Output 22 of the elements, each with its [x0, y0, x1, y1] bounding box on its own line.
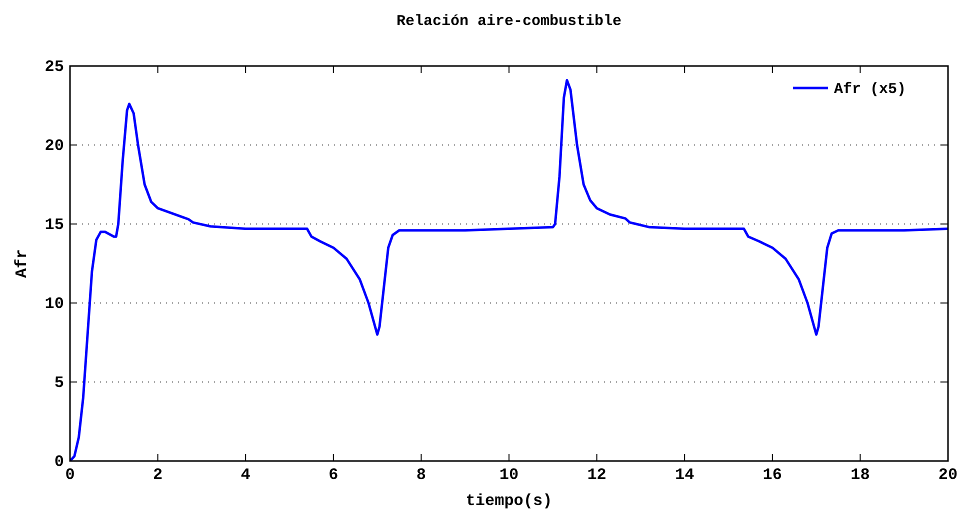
- x-tick-label: 12: [587, 466, 606, 484]
- x-tick-label: 6: [328, 466, 338, 484]
- x-tick-label: 10: [499, 466, 519, 484]
- x-tick-label: 4: [240, 466, 251, 484]
- y-tick-label: 25: [44, 58, 64, 76]
- x-tick-label: 14: [675, 466, 695, 484]
- x-tick-label: 8: [416, 466, 426, 484]
- legend-label: Afr (x5): [834, 81, 906, 98]
- x-tick-label: 0: [65, 466, 75, 484]
- y-tick-label: 5: [54, 374, 64, 392]
- y-tick-label: 0: [54, 453, 64, 471]
- line-series: [70, 78, 948, 461]
- chart-title: Relación aire-combustible: [396, 13, 622, 30]
- x-tick-label: 18: [850, 466, 870, 484]
- y-axis-title: Afr: [13, 249, 31, 278]
- y-tick-label: 15: [44, 216, 64, 234]
- x-tick-label: 2: [152, 466, 163, 484]
- x-tick-label: 16: [762, 466, 782, 484]
- x-axis-title: tiempo(s): [466, 492, 552, 510]
- x-tick-label: 20: [938, 466, 958, 484]
- y-tick-label: 20: [44, 137, 64, 155]
- y-tick-label: 10: [44, 295, 64, 313]
